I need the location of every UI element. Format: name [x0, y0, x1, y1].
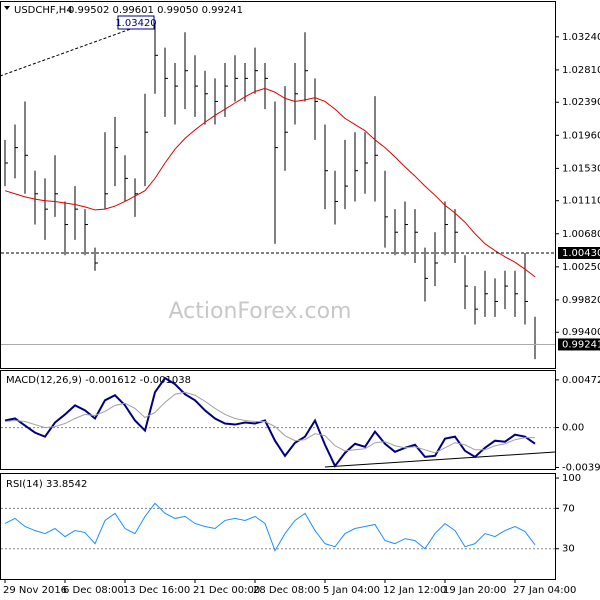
- y-tick-label: 1.02810: [562, 65, 600, 76]
- y-tick-label: 1.01530: [562, 163, 600, 174]
- annotation-box: [117, 15, 155, 30]
- y-tick-label: 0.99400: [562, 327, 600, 338]
- y-tick-label: 30: [562, 544, 575, 555]
- macd-title: MACD(12,26,9) -0.001612 -0.001038: [6, 375, 191, 386]
- moving-average: [4, 87, 536, 278]
- rsi-frame: [0, 473, 556, 580]
- x-tick-label: 5 Jan 04:00: [323, 585, 380, 596]
- y-tick-label: 1.01960: [562, 130, 600, 141]
- y-tick-label: 0.00: [562, 423, 584, 434]
- x-tick-label: 6 Dec 08:00: [63, 585, 124, 596]
- x-tick-label: 29 Nov 2016: [3, 585, 67, 596]
- annotation-label: 1.03420: [115, 18, 156, 29]
- price-frame: [0, 1, 556, 369]
- macd-frame: [0, 370, 556, 470]
- x-tick-label: 21 Dec 00:00: [193, 585, 260, 596]
- y-tick-label: 1.02390: [562, 97, 600, 108]
- x-tick-label: 13 Dec 16:00: [123, 585, 190, 596]
- x-tick-label: 12 Jan 12:00: [383, 585, 446, 596]
- y-tick-label: 1.01110: [562, 196, 600, 207]
- y-tick-label: 0.99820: [562, 295, 600, 306]
- macd-trend-line: [324, 451, 556, 468]
- y-tick-label: -0.003949: [562, 462, 600, 473]
- watermark: ActionForex.com: [169, 299, 352, 324]
- series-line: [4, 502, 536, 552]
- x-tick-label: 28 Dec 08:00: [253, 585, 320, 596]
- resistance-label-bg: [558, 247, 600, 259]
- rsi-title: RSI(14) 33.8542: [6, 479, 87, 490]
- y-tick-label: 70: [562, 503, 575, 514]
- x-tick-label: 27 Jan 04:00: [513, 585, 576, 596]
- quote: 0.99502 0.99601 0.99050 0.99241: [68, 5, 243, 16]
- series-line: [4, 376, 536, 468]
- current-label: 0.99241: [562, 339, 600, 350]
- series-line: [4, 391, 535, 454]
- menu-arrow: [4, 6, 10, 10]
- resistance-label: 1.00430: [562, 248, 600, 259]
- symbol: USDCHF,H4: [14, 5, 73, 16]
- current-label-bg: [558, 338, 600, 351]
- y-tick-label: 100: [562, 473, 581, 484]
- y-tick-label: 0.004721: [562, 375, 600, 386]
- y-tick-label: 1.00680: [562, 229, 600, 240]
- trend-line: [0, 21, 151, 77]
- y-tick-label: 1.00250: [562, 262, 600, 273]
- y-tick-label: 1.03240: [562, 32, 600, 43]
- x-tick-label: 19 Jan 20:00: [443, 585, 506, 596]
